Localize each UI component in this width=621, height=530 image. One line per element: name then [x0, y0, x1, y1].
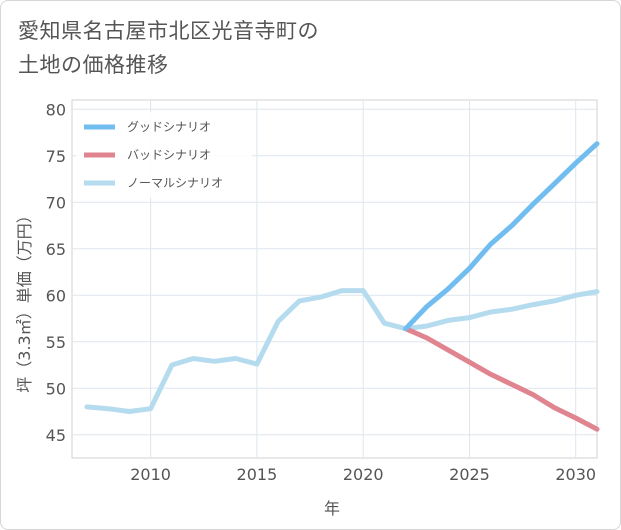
y-tick-label-75: 75	[46, 147, 66, 166]
chart-title-line-2: 土地の価格推移	[18, 53, 169, 77]
y-tick-label-70: 70	[46, 193, 66, 212]
x-tick-label-2010: 2010	[130, 465, 171, 484]
x-tick-label-2020: 2020	[343, 465, 384, 484]
y-axis-label: 坪（3.3㎡）単価（万円）	[15, 207, 34, 392]
good-scenario-line	[403, 141, 600, 332]
legend-label-good: グッドシナリオ	[127, 120, 211, 134]
bad-scenario-line	[403, 326, 600, 432]
x-tick-label-2030: 2030	[555, 465, 596, 484]
legend: グッドシナリオ バッドシナリオ ノーマルシナリオ	[76, 112, 252, 198]
x-axis-label: 年	[324, 499, 340, 518]
y-tick-label-80: 80	[46, 100, 66, 119]
normal-scenario-line	[84, 288, 600, 414]
y-tick-label-55: 55	[46, 333, 66, 352]
series-layer	[84, 141, 600, 432]
legend-label-bad: バッドシナリオ	[127, 148, 211, 162]
axis-ticks: 2010 2015 2020 2025 2030 45 50 55 60 65 70 75 80	[46, 100, 596, 484]
x-tick-label-2025: 2025	[449, 465, 490, 484]
y-tick-label-50: 50	[46, 379, 66, 398]
chart-title: 愛知県名古屋市北区光音寺町の 土地の価格推移	[18, 14, 438, 82]
chart-title-line-1: 愛知県名古屋市北区光音寺町の	[18, 19, 319, 43]
x-tick-label-2015: 2015	[237, 465, 278, 484]
y-tick-label-65: 65	[46, 240, 66, 259]
y-tick-label-60: 60	[46, 286, 66, 305]
legend-label-normal: ノーマルシナリオ	[127, 176, 223, 190]
y-tick-label-45: 45	[46, 426, 66, 445]
